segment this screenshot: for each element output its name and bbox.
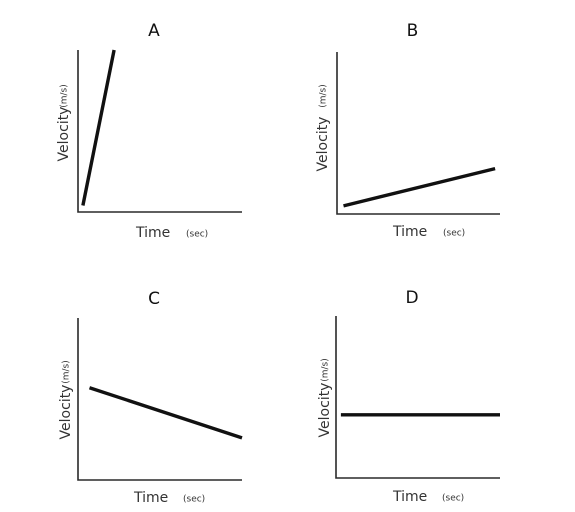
panel-c-y-axis-label: Velocity <box>58 385 74 440</box>
panel-b-axes <box>336 52 500 215</box>
panel-d-x-axis-label: Time <box>392 489 427 505</box>
panel-c-velocity-line <box>88 386 243 440</box>
panel-b-y-axis-unit: (m/s) <box>319 84 329 108</box>
panel-a-axes <box>77 50 242 213</box>
panel-d-y-axis-label: Velocity <box>317 383 333 438</box>
panel-d-title: D <box>405 288 418 308</box>
panel-a-x-axis-unit: (sec) <box>186 230 208 240</box>
panel-c-y-axis-unit: (m/s) <box>62 360 72 384</box>
panel-a-velocity-line <box>81 49 116 206</box>
panel-a-y-axis-unit: (m/s) <box>60 84 70 108</box>
panel-a-y-axis-label: Velocity <box>56 107 72 162</box>
panel-c-x-axis-unit: (sec) <box>183 495 205 505</box>
panel-c-title: C <box>148 289 160 309</box>
panel-c-axes <box>77 318 242 481</box>
panel-a-title: A <box>148 21 160 41</box>
panel-b-x-axis-unit: (sec) <box>443 229 465 239</box>
panel-d-y-axis-unit: (m/s) <box>321 358 331 382</box>
panel-d: D Velocity(m/s) Time (sec) <box>317 288 500 505</box>
panel-b-y-axis-label: Velocity <box>315 117 331 172</box>
panel-d-x-axis-unit: (sec) <box>442 494 464 504</box>
panel-a-x-axis-label: Time <box>135 225 170 241</box>
panel-c: C Velocity(m/s) Time (sec) <box>58 289 243 506</box>
panel-d-axes <box>335 316 500 479</box>
panel-c-x-axis-label: Time <box>133 490 168 506</box>
panel-b-velocity-line <box>343 166 496 208</box>
panel-b-x-axis-label: Time <box>392 224 427 240</box>
panel-b: B Velocity (m/s) Time (sec) <box>315 21 500 240</box>
panel-b-title: B <box>407 21 419 41</box>
panel-a: A Velocity(m/s) Time (sec) <box>56 21 242 241</box>
